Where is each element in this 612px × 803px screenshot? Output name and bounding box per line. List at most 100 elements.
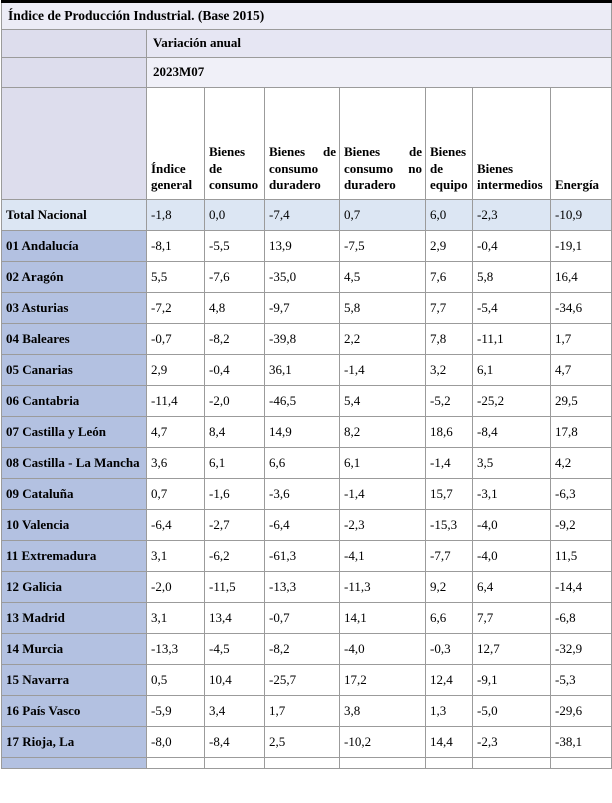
- column-header: Bienes de equipo: [425, 87, 473, 200]
- value-cell: -1,4: [339, 478, 426, 510]
- value-cell: -7,6: [204, 261, 265, 293]
- value-cell: -15,3: [425, 509, 473, 541]
- row-label: 01 Andalucía: [1, 230, 147, 262]
- value-cell: -2,3: [472, 199, 551, 231]
- value-cell: 4,2: [549, 447, 612, 479]
- value-cell: 10,4: [204, 664, 265, 696]
- value-cell: 12,7: [472, 633, 551, 665]
- value-cell: [264, 757, 340, 769]
- value-cell: -4,1: [339, 540, 426, 572]
- value-cell: -11,1: [472, 323, 551, 355]
- table-row: 16 País Vasco -5,9 3,4 1,7 3,8 1,3 -5,0 -29,6: [1, 695, 612, 727]
- corner-cell: [1, 29, 147, 58]
- table-title: Índice de Producción Industrial. (Base 2…: [0, 1, 612, 30]
- value-cell: 2,9: [425, 230, 473, 262]
- table-row: 05 Canarias 2,9 -0,4 36,1 -1,4 3,2 6,1 4,7: [1, 354, 612, 386]
- value-cell: -11,5: [204, 571, 265, 603]
- measure-header: Variación anual: [145, 29, 612, 58]
- table-row: 10 Valencia -6,4 -2,7 -6,4 -2,3 -15,3 -4,0 -9,2: [1, 509, 612, 541]
- value-cell: 3,2: [425, 354, 473, 386]
- value-cell: -6,4: [146, 509, 205, 541]
- value-cell: 7,7: [472, 602, 551, 634]
- value-cell: 5,5: [146, 261, 205, 293]
- value-cell: -25,7: [264, 664, 340, 696]
- table-row: 02 Aragón 5,5 -7,6 -35,0 4,5 7,6 5,8 16,4: [1, 261, 612, 293]
- value-cell: -1,6: [204, 478, 265, 510]
- value-cell: [339, 757, 426, 769]
- value-cell: -6,8: [549, 602, 612, 634]
- value-cell: 11,5: [549, 540, 612, 572]
- value-cell: -2,7: [204, 509, 265, 541]
- column-header: Bienes de consumo no duradero: [339, 87, 426, 200]
- value-cell: -4,5: [204, 633, 265, 665]
- value-cell: -35,0: [264, 261, 340, 293]
- value-cell: [425, 757, 473, 769]
- row-label: Total Nacional: [1, 199, 147, 231]
- table-row: 14 Murcia -13,3 -4,5 -8,2 -4,0 -0,3 12,7 -32,9: [1, 633, 612, 665]
- value-cell: -6,4: [264, 509, 340, 541]
- table-row: 13 Madrid 3,1 13,4 -0,7 14,1 6,6 7,7 -6,8: [1, 602, 612, 634]
- value-cell: -8,1: [146, 230, 205, 262]
- column-header: Bienes de consumo: [204, 87, 265, 200]
- column-header: Índice general: [146, 87, 205, 200]
- value-cell: -8,2: [204, 323, 265, 355]
- value-cell: 0,5: [146, 664, 205, 696]
- value-cell: 6,1: [472, 354, 551, 386]
- value-cell: 29,5: [549, 385, 612, 417]
- row-label: 10 Valencia: [1, 509, 147, 541]
- value-cell: -6,2: [204, 540, 265, 572]
- value-cell: -10,2: [339, 726, 426, 758]
- value-cell: -2,0: [204, 385, 265, 417]
- value-cell: -0,4: [472, 230, 551, 262]
- value-cell: 17,2: [339, 664, 426, 696]
- row-label: 03 Asturias: [1, 292, 147, 324]
- value-cell: -13,3: [146, 633, 205, 665]
- value-cell: -25,2: [472, 385, 551, 417]
- value-cell: 0,7: [146, 478, 205, 510]
- value-cell: 3,6: [146, 447, 205, 479]
- value-cell: 2,5: [264, 726, 340, 758]
- value-cell: 7,6: [425, 261, 473, 293]
- value-cell: 1,7: [264, 695, 340, 727]
- value-cell: -2,0: [146, 571, 205, 603]
- row-label: 16 País Vasco: [1, 695, 147, 727]
- value-cell: 3,4: [204, 695, 265, 727]
- value-cell: 6,1: [204, 447, 265, 479]
- value-cell: -19,1: [549, 230, 612, 262]
- value-cell: 16,4: [549, 261, 612, 293]
- table-row: Total Nacional -1,8 0,0 -7,4 0,7 6,0 -2,3 -10,9: [1, 199, 612, 231]
- value-cell: -8,4: [204, 726, 265, 758]
- value-cell: 13,9: [264, 230, 340, 262]
- value-cell: -6,3: [549, 478, 612, 510]
- value-cell: 9,2: [425, 571, 473, 603]
- table-row: 09 Cataluña 0,7 -1,6 -3,6 -1,4 15,7 -3,1 -6,3: [1, 478, 612, 510]
- row-label: 07 Castilla y León: [1, 416, 147, 448]
- value-cell: -13,3: [264, 571, 340, 603]
- production-index-table: Índice de Producción Industrial. (Base 2…: [0, 0, 612, 769]
- value-cell: -8,0: [146, 726, 205, 758]
- table-row: 01 Andalucía -8,1 -5,5 13,9 -7,5 2,9 -0,4 -19,1: [1, 230, 612, 262]
- value-cell: -11,4: [146, 385, 205, 417]
- value-cell: 4,7: [146, 416, 205, 448]
- value-cell: -14,4: [549, 571, 612, 603]
- value-cell: -9,2: [549, 509, 612, 541]
- row-label: 02 Aragón: [1, 261, 147, 293]
- value-cell: 18,6: [425, 416, 473, 448]
- value-cell: [472, 757, 551, 769]
- row-label: 11 Extremadura: [1, 540, 147, 572]
- table-row: 15 Navarra 0,5 10,4 -25,7 17,2 12,4 -9,1 -5,3: [1, 664, 612, 696]
- value-cell: 1,3: [425, 695, 473, 727]
- value-cell: -1,8: [146, 199, 205, 231]
- measure-row: Variación anual: [1, 29, 612, 58]
- value-cell: -5,4: [472, 292, 551, 324]
- value-cell: 0,0: [204, 199, 265, 231]
- row-label: [1, 757, 147, 769]
- value-cell: -7,4: [264, 199, 340, 231]
- value-cell: -29,6: [549, 695, 612, 727]
- row-label: 05 Canarias: [1, 354, 147, 386]
- table-row: 04 Baleares -0,7 -8,2 -39,8 2,2 7,8 -11,1 1,7: [1, 323, 612, 355]
- value-cell: 5,8: [339, 292, 426, 324]
- value-cell: -4,0: [472, 540, 551, 572]
- value-cell: 7,8: [425, 323, 473, 355]
- row-label: 06 Cantabria: [1, 385, 147, 417]
